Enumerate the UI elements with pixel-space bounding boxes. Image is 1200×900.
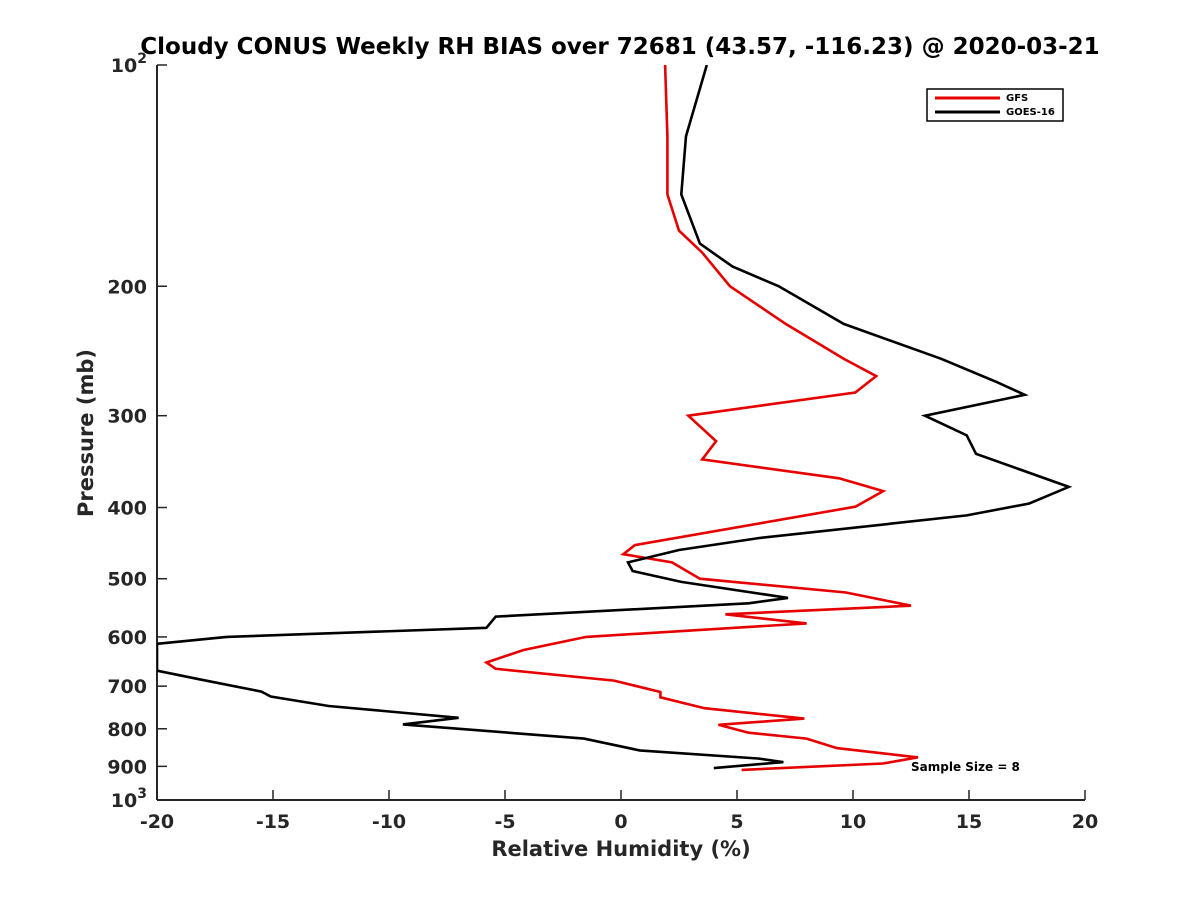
x-tick-label: 10 [840, 811, 866, 833]
x-tick-label: -5 [494, 811, 515, 833]
y-tick-label: 200 [107, 276, 147, 298]
x-tick-label: -20 [140, 811, 174, 833]
y-tick-label: 103 [111, 786, 147, 812]
legend-box [926, 88, 1064, 122]
y-tick-label: 700 [107, 676, 147, 698]
plot-axes: -20 -15 -10 -5 0 5 10 15 20 102 200 300 400 500 600 700… [107, 51, 1098, 833]
x-axis-label: Relative Humidity (%) [491, 837, 750, 861]
y-tick-label: 900 [107, 756, 147, 778]
y-tick-label: 300 [107, 406, 147, 428]
x-tick-label: -15 [256, 811, 290, 833]
series-line-goes-16 [157, 65, 1073, 770]
y-tick-label: 600 [107, 627, 147, 649]
legend-label-goes16: GOES-16 [1006, 107, 1055, 118]
y-tick-label: 400 [107, 498, 147, 520]
y-tick-label: 500 [107, 569, 147, 591]
legend: GFS GOES-16 [926, 88, 1064, 122]
x-tick-label: 5 [730, 811, 743, 833]
x-tick-label: 0 [614, 811, 627, 833]
y-tick-label: 102 [111, 51, 147, 77]
series-layer [157, 65, 1073, 772]
series-line-gfs [483, 65, 919, 772]
y-tick-label: 800 [107, 719, 147, 741]
x-tick-label: 20 [1072, 811, 1098, 833]
chart-title: Cloudy CONUS Weekly RH BIAS over 72681 (… [140, 34, 1099, 60]
x-tick-label: -10 [372, 811, 406, 833]
x-tick-label: 15 [956, 811, 982, 833]
sample-size-annotation: Sample Size = 8 [911, 760, 1020, 774]
y-axis-label: Pressure (mb) [74, 349, 98, 517]
legend-label-gfs: GFS [1006, 93, 1028, 104]
